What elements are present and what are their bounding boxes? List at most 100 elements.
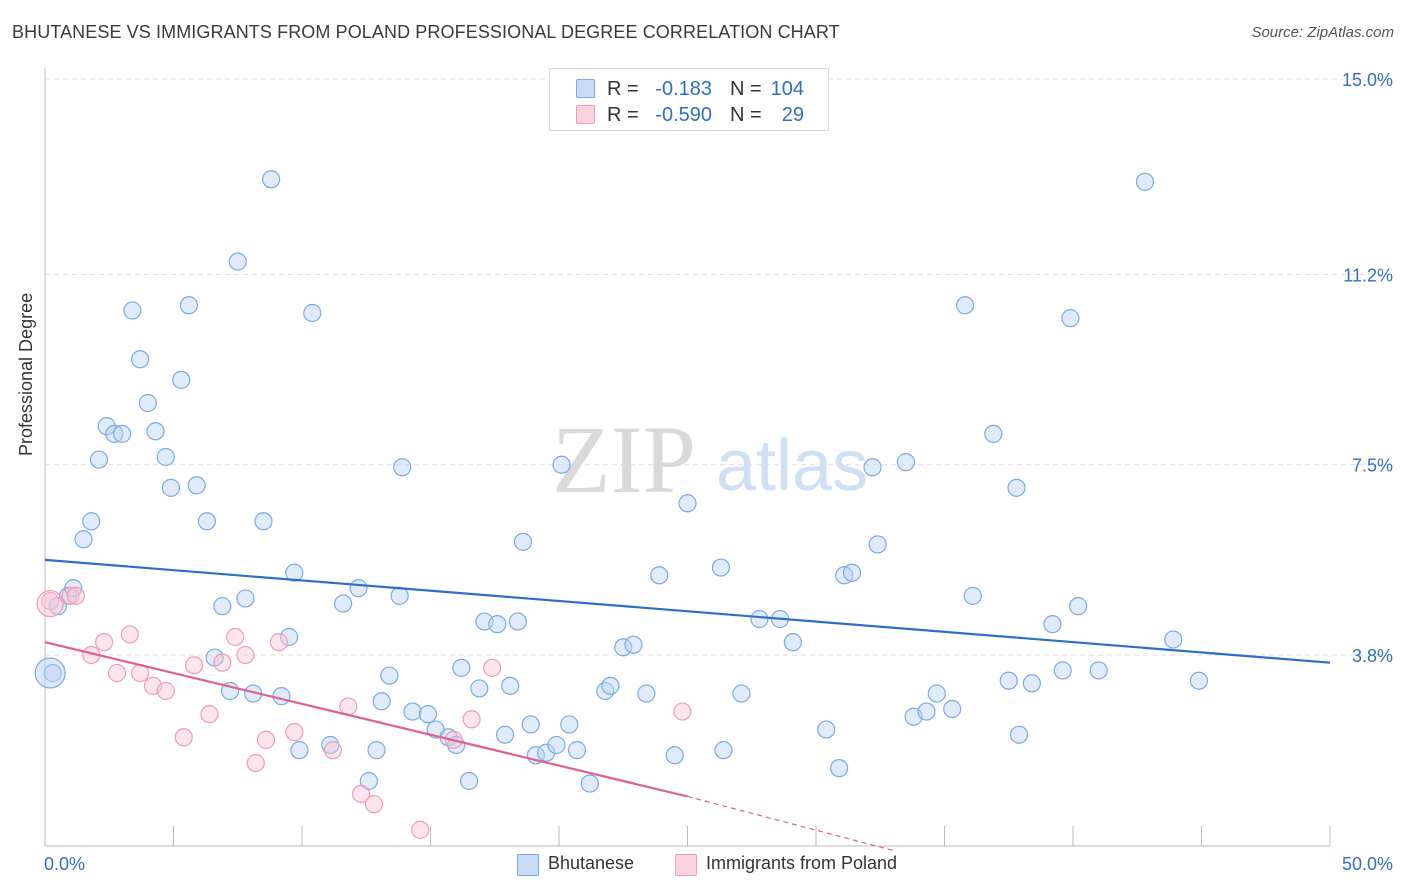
legend-swatch-poland xyxy=(675,854,697,876)
bhutanese-point-26 xyxy=(254,512,273,531)
bhutanese-point-16 xyxy=(172,370,191,389)
bhutanese-point-82 xyxy=(868,535,887,554)
r-value: -0.183 xyxy=(655,78,712,100)
bhutanese-point-70 xyxy=(678,494,697,513)
bhutanese-point-49 xyxy=(470,679,489,698)
bhutanese-point-31 xyxy=(290,741,309,760)
bhutanese-point-103 xyxy=(508,612,527,631)
bhutanese-point-52 xyxy=(495,725,515,744)
bhutanese-point-17 xyxy=(179,296,199,315)
stats-legend: R = -0.183 N = 104 R = -0.590 N = 29 xyxy=(549,68,829,131)
poland-point-19 xyxy=(285,723,304,742)
y-tick-label-0: 3.8% xyxy=(1352,646,1393,666)
bhutanese-point-89 xyxy=(963,586,982,605)
bhutanese-point-85 xyxy=(917,702,936,721)
series-poland xyxy=(36,586,692,839)
bhutanese-point-98 xyxy=(1069,597,1088,616)
bhutanese-point-11 xyxy=(130,350,150,369)
n-value: 104 xyxy=(770,78,804,100)
bhutanese-point-55 xyxy=(521,715,540,734)
bhutanese-point-35 xyxy=(349,579,368,598)
poland-point-14 xyxy=(226,627,245,647)
bhutanese-point-13 xyxy=(146,422,165,441)
poland-point-23 xyxy=(364,795,384,814)
bhutanese-point-94 xyxy=(1022,674,1041,693)
legend-label-bhutanese: Bhutanese xyxy=(548,853,635,873)
bhutanese-point-66 xyxy=(624,635,643,654)
source-label: Source: ZipAtlas.com xyxy=(1251,24,1394,41)
bhutanese-point-91 xyxy=(999,671,1018,690)
bhutanese-point-21 xyxy=(213,597,232,616)
grid-lines xyxy=(45,78,1390,656)
watermark-zip: ZIP xyxy=(552,406,696,513)
bhutanese-point-62 xyxy=(580,774,599,793)
bhutanese-point-15 xyxy=(161,478,181,497)
stats-row-poland: R = -0.590 N = 29 xyxy=(550,102,828,128)
legend-label-poland: Immigrants from Poland xyxy=(706,853,898,873)
bhutanese-point-99 xyxy=(1089,661,1108,680)
n-label: N = xyxy=(730,78,762,100)
y-tick-label-3: 15.0% xyxy=(1342,70,1393,90)
bhutanese-point-27 xyxy=(262,170,281,189)
bhutanese-point-64 xyxy=(601,676,620,695)
poland-point-10 xyxy=(174,728,193,747)
watermark-atlas: atlas xyxy=(716,426,868,506)
swatch-poland xyxy=(576,105,595,124)
chart-title: BHUTANESE VS IMMIGRANTS FROM POLAND PROF… xyxy=(12,22,840,42)
bhutanese-point-42 xyxy=(403,702,422,721)
bhutanese-point-48 xyxy=(459,771,479,791)
bhutanese-point-71 xyxy=(711,558,731,577)
bhutanese-point-93 xyxy=(1009,725,1029,744)
y-tick-label-2: 11.2% xyxy=(1343,265,1393,285)
poland-point-large xyxy=(36,589,64,618)
poland-point-0 xyxy=(41,591,60,611)
bhutanese-point-96 xyxy=(1053,661,1072,680)
poland-point-20 xyxy=(323,741,342,760)
bhutanese-point-54 xyxy=(513,532,533,551)
bhutanese-point-63 xyxy=(596,681,615,701)
x-tick-label-max: 50.0% xyxy=(1342,854,1393,874)
poland-point-18 xyxy=(269,633,288,652)
bhutanese-point-65 xyxy=(614,638,633,657)
bhutanese-point-7 xyxy=(97,417,116,436)
bhutanese-point-102 xyxy=(1189,671,1209,690)
poland-point-6 xyxy=(120,625,139,644)
poland-point-5 xyxy=(107,663,127,683)
r-label: R = xyxy=(607,78,639,100)
bhutanese-point-72 xyxy=(714,741,733,760)
bhutanese-point-68 xyxy=(650,566,669,585)
bhutanese-point-83 xyxy=(896,453,916,472)
bhutanese-point-43 xyxy=(418,705,438,724)
bhutanese-point-6 xyxy=(89,450,109,469)
tick-labels: 3.8% 7.5% 11.2% 15.0% 0.0% 50.0% xyxy=(44,70,1393,874)
bhutanese-point-34 xyxy=(334,594,353,613)
bhutanese-point-39 xyxy=(380,666,399,685)
bhutanese-point-40 xyxy=(393,458,412,477)
poland-point-17 xyxy=(256,730,276,749)
poland-point-4 xyxy=(95,633,114,652)
bhutanese-point-59 xyxy=(552,455,571,474)
bhutanese-point-5 xyxy=(82,512,101,531)
poland-point-21 xyxy=(339,697,358,716)
bhutanese-point-92 xyxy=(1007,478,1026,497)
bhutanese-point-24 xyxy=(236,589,255,608)
poland-point-9 xyxy=(156,681,175,701)
bhutanese-point-38 xyxy=(372,692,391,711)
poland-point-12 xyxy=(200,705,219,724)
bhutanese-point-80 xyxy=(842,563,862,582)
bhutanese-point-73 xyxy=(732,684,751,703)
poland-point-26 xyxy=(462,710,481,729)
axes xyxy=(44,68,1331,847)
bhutanese-point-14 xyxy=(156,447,175,467)
bhutanese-point-100 xyxy=(1135,172,1155,191)
poland-point-15 xyxy=(236,645,255,665)
poland-point-24 xyxy=(411,820,430,839)
bhutanese-point-28 xyxy=(272,687,291,706)
trend-line-bhutanese xyxy=(44,558,1331,664)
poland-point-16 xyxy=(246,753,265,773)
bhutanese-point-30 xyxy=(285,563,304,582)
trend-line-poland xyxy=(44,641,688,798)
trend-line-poland-extension xyxy=(687,795,894,852)
bhutanese-point-47 xyxy=(452,658,471,677)
poland-point-27 xyxy=(483,658,502,677)
